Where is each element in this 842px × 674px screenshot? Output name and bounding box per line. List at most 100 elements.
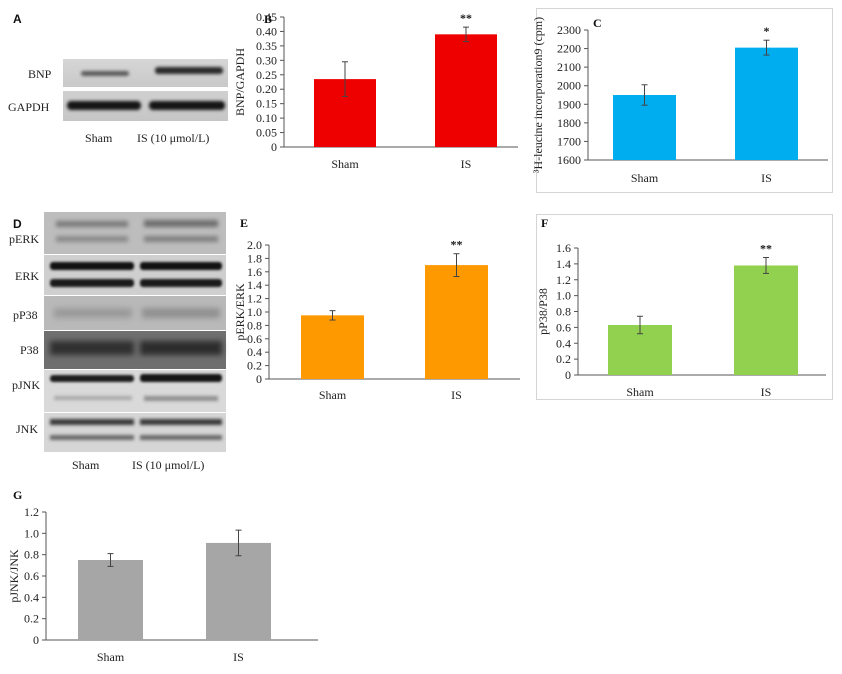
chart-c-y-tick-label: 1700 (557, 134, 581, 148)
chart-e-y-tick-label: 0.8 (247, 318, 262, 332)
chart-c-bar-sham (613, 95, 676, 160)
chart-e-y-axis-label: pERK/ERK (233, 283, 247, 341)
blot-a-lane-label-sham: Sham (85, 131, 113, 145)
chart-g-bar-is (206, 542, 271, 640)
panel-e-letter: E (240, 216, 248, 230)
chart-e-y-tick-label: 1.4 (247, 278, 262, 292)
chart-c-significance-label: * (764, 24, 770, 38)
blot-d-lane-label-is: IS (10 μmol/L) (132, 458, 205, 472)
blot-d-lane-label-sham: Sham (72, 458, 100, 472)
blot-d-row-label-erk: ERK (15, 269, 39, 283)
chart-b-y-tick-label: 0.10 (256, 111, 277, 125)
chart-b-bar-is (435, 34, 497, 148)
chart-c-y-tick-label: 1600 (557, 153, 581, 167)
chart-g-bar-sham (78, 560, 143, 640)
chart-f-y-tick-label: 0 (565, 368, 571, 382)
blot-a-image (63, 55, 228, 125)
chart-e-y-tick-label: 1.8 (247, 251, 262, 265)
chart-b-y-tick-label: 0.30 (256, 53, 277, 67)
panel-d-letter: D (13, 217, 22, 231)
chart-c-y-tick-label: 2200 (557, 42, 581, 56)
chart-f-x-tick-label: IS (761, 385, 772, 399)
chart-e-y-tick-label: 1.6 (247, 265, 262, 279)
chart-f-x-tick-label: Sham (626, 385, 654, 399)
chart-e-y-tick-label: 2.0 (247, 238, 262, 252)
blot-d-row-label-p38: P38 (20, 343, 39, 357)
chart-g-y-tick-label: 0.6 (24, 569, 39, 583)
blot-d-band-jnk (44, 413, 226, 452)
panel-c-letter: C (593, 16, 602, 30)
chart-c-y-tick-label: 2000 (557, 79, 581, 93)
chart-e-x-tick-label: IS (451, 388, 462, 402)
blot-a-row-label-bnp: BNP (28, 67, 52, 81)
chart-g-y-axis-label: pJNK/JNK (7, 549, 21, 603)
chart-g-x-tick-label: Sham (97, 650, 125, 664)
blot-d-row-label-perk: pERK (9, 232, 39, 246)
chart-f-y-tick-label: 0.2 (556, 352, 571, 366)
chart-g-y-tick-label: 0.8 (24, 548, 39, 562)
chart-b-y-tick-label: 0.15 (256, 97, 277, 111)
chart-f-bar-is (734, 265, 798, 375)
chart-f-y-tick-label: 1.4 (556, 257, 571, 271)
chart-c-x-tick-label: IS (761, 171, 772, 185)
chart-e-significance-label: ** (451, 238, 463, 252)
chart-b-y-axis-label: BNP/GAPDH (233, 48, 247, 116)
blot-a-band-bnp (63, 59, 228, 87)
blot-d-band-pjnk (44, 370, 226, 412)
chart-e-x-tick-label: Sham (319, 388, 347, 402)
chart-g-x-tick-label: IS (233, 650, 244, 664)
chart-f-y-tick-label: 1.2 (556, 273, 571, 287)
panel-a-letter: A (13, 12, 22, 26)
panel-f-frame (536, 214, 833, 400)
chart-g-y-tick-label: 0 (33, 633, 39, 647)
blot-d-band-erk (44, 255, 226, 295)
chart-b-x-tick-label: IS (461, 157, 472, 171)
chart-c-y-tick-label: 1800 (557, 116, 581, 130)
chart-f-y-tick-label: 1.0 (556, 289, 571, 303)
chart-b-y-tick-label: 0 (271, 140, 277, 154)
panel-c-frame (536, 8, 833, 193)
chart-c-x-tick-label: Sham (631, 171, 659, 185)
blot-a-row-label-gapdh: GAPDH (8, 100, 50, 114)
blot-d-row-label-pp38: pP38 (13, 308, 38, 322)
panel-g-letter: G (13, 488, 22, 502)
chart-b-y-tick-label: 0.40 (256, 24, 277, 38)
chart-e-y-tick-label: 1.0 (247, 305, 262, 319)
chart-b-significance-label: ** (460, 11, 472, 25)
chart-f-y-tick-label: 0.6 (556, 320, 571, 334)
panel-f-letter: F (541, 216, 548, 230)
blot-a-band-gapdh (63, 91, 228, 121)
chart-e-y-tick-label: 0.6 (247, 332, 262, 346)
chart-e-y-tick-label: 0.2 (247, 359, 262, 373)
blot-d-row-label-jnk: JNK (16, 422, 39, 436)
chart-b-y-tick-label: 0.20 (256, 82, 277, 96)
chart-b-y-tick-label: 0.25 (256, 68, 277, 82)
chart-g-y-tick-label: 0.4 (24, 590, 39, 604)
chart-e-bar-is (425, 265, 488, 379)
chart-f-y-tick-label: 0.4 (556, 336, 571, 350)
chart-f-y-tick-label: 1.6 (556, 241, 571, 255)
chart-c-y-tick-label: 2100 (557, 60, 581, 74)
chart-b-y-tick-label: 0.45 (256, 10, 277, 24)
chart-b-x-tick-label: Sham (331, 157, 359, 171)
chart-e-bar-sham (301, 315, 364, 379)
chart-c-y-tick-label: 2300 (557, 23, 581, 37)
panel-b-letter: B (264, 12, 272, 26)
chart-e-y-tick-label: 0 (256, 372, 262, 386)
chart-c-bar-is (735, 47, 798, 161)
chart-g-y-tick-label: 0.2 (24, 612, 39, 626)
chart-c-y-axis-label: ³H-leucine incorporation9 (cpm) (531, 17, 545, 173)
chart-c-y-tick-label: 1900 (557, 97, 581, 111)
chart-e-y-tick-label: 1.2 (247, 292, 262, 306)
chart-e-y-tick-label: 0.4 (247, 345, 262, 359)
blot-d-band-p38 (44, 331, 226, 369)
chart-b-y-tick-label: 0.05 (256, 126, 277, 140)
chart-g-y-tick-label: 1.0 (24, 526, 39, 540)
chart-b-y-tick-label: 0.35 (256, 39, 277, 53)
blot-a-lane-label-is: IS (10 μmol/L) (137, 131, 210, 145)
blot-d-row-label-pjnk: pJNK (12, 378, 41, 392)
chart-g-y-tick-label: 1.2 (24, 505, 39, 519)
blot-d-band-perk (44, 212, 226, 254)
blot-d-band-pp38 (44, 296, 226, 330)
